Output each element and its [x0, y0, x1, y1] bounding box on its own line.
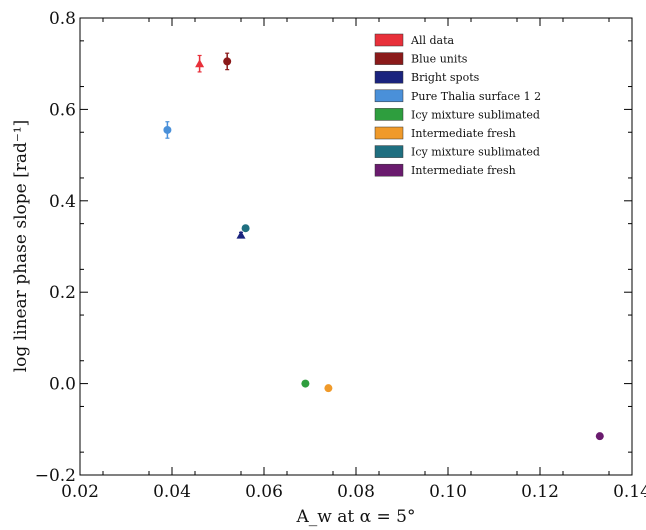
- data-point-triangle: [236, 230, 246, 239]
- legend-label: All data: [410, 34, 454, 47]
- legend-label: Blue units: [411, 53, 468, 66]
- legend-swatch: [374, 145, 404, 158]
- data-point: [301, 379, 310, 388]
- x-tick-label: 0.04: [153, 482, 191, 502]
- legend-swatch: [374, 33, 404, 47]
- data-point: [241, 224, 250, 233]
- legend-label: Icy mixture sublimated: [411, 108, 540, 121]
- y-tick-label: −0.2: [35, 466, 76, 486]
- legend-swatch: [374, 108, 404, 121]
- y-tick-label: 0.0: [49, 375, 76, 395]
- y-tick-label: 0.6: [49, 100, 76, 120]
- legend-swatch: [374, 163, 404, 177]
- data-point: [163, 125, 172, 134]
- x-tick-label: 0.08: [337, 482, 375, 502]
- x-tick-label: 0.12: [521, 482, 559, 502]
- legend-label: Bright spots: [411, 71, 480, 84]
- data-point: [223, 57, 232, 66]
- legend-label: Intermediate fresh: [411, 164, 516, 177]
- legend-swatch: [374, 52, 404, 65]
- y-tick-label: 0.4: [49, 192, 76, 212]
- y-tick-label: 0.8: [49, 9, 76, 29]
- data-points: [163, 52, 604, 441]
- y-tick-labels: −0.2 0.0 0.2 0.4 0.6 0.8: [35, 9, 76, 486]
- x-tick-label: 0.10: [429, 482, 467, 502]
- x-tick-labels: 0.02 0.04 0.06 0.08 0.10 0.12 0.14: [61, 482, 646, 502]
- legend: All data Blue units Bright spots Pure Thali…: [374, 33, 541, 177]
- x-tick-label: 0.14: [613, 482, 646, 502]
- x-tick-label: 0.02: [61, 482, 99, 502]
- y-tick-label: 0.2: [49, 283, 76, 303]
- data-point: [324, 384, 333, 393]
- legend-swatch: [374, 126, 404, 140]
- x-tick-label: 0.06: [245, 482, 283, 502]
- x-axis-label: A_w at α = 5°: [296, 507, 416, 527]
- legend-label: Intermediate fresh: [411, 127, 516, 140]
- legend-label: Icy mixture sublimated: [411, 146, 540, 159]
- y-axis-label: log linear phase slope [rad⁻¹]: [11, 120, 31, 373]
- legend-swatch: [374, 70, 404, 84]
- axis-ticks: [79, 17, 633, 476]
- plot-frame: [79, 17, 633, 476]
- legend-label: Pure Thalia surface 1 2: [411, 90, 541, 103]
- legend-swatch: [374, 89, 404, 103]
- data-point-triangle: [195, 59, 205, 68]
- data-point: [595, 432, 604, 441]
